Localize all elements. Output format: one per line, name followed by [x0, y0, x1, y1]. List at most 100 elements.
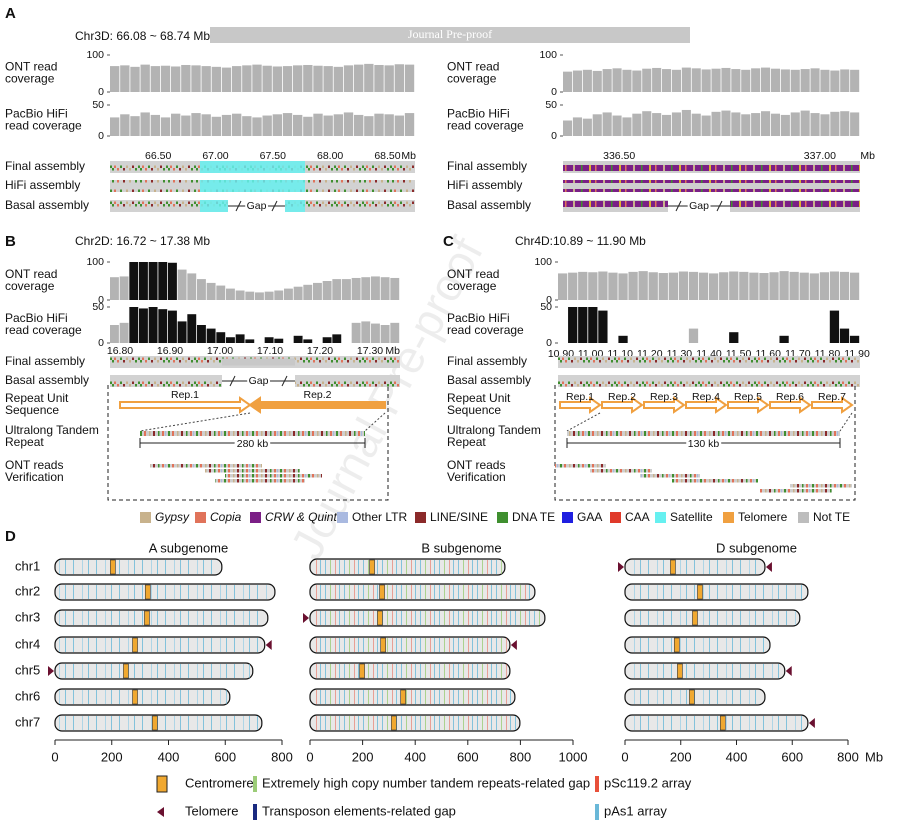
- coverage-bar: [371, 276, 380, 300]
- span-label: 280 kb: [237, 438, 269, 450]
- coverage-bar: [206, 328, 216, 343]
- assembly-track: [558, 375, 860, 387]
- telomere: [808, 718, 815, 728]
- coverage-bar: [568, 307, 578, 343]
- coverage-bar: [150, 66, 161, 92]
- satellite: [200, 180, 305, 192]
- span-label: 130 kb: [688, 438, 720, 450]
- repeat-unit: [643, 396, 686, 414]
- legend-label: CRW & Quinta: [265, 510, 344, 524]
- subgenome-title: A subgenome: [149, 540, 229, 555]
- centromere: [132, 637, 138, 653]
- coverage-bar: [274, 290, 284, 300]
- coverage-bar: [187, 273, 197, 300]
- coverage-bar: [829, 271, 840, 300]
- x-tick-label: 67.50: [260, 150, 286, 162]
- repeat-stripes: [58, 690, 227, 704]
- coverage-bar: [384, 65, 394, 92]
- track-label: ONT read: [5, 60, 57, 74]
- panel-label: A: [5, 5, 16, 22]
- section-label: Verification: [447, 470, 506, 484]
- coverage-bar: [120, 65, 130, 92]
- track-label: ONT read: [5, 267, 57, 281]
- x-tick-label: 600: [214, 749, 236, 764]
- y-tick-label: 100: [534, 256, 552, 268]
- coverage-bar: [293, 335, 303, 343]
- coverage-bar: [563, 120, 573, 136]
- repeat-unit: [685, 396, 728, 414]
- coverage-bar: [394, 115, 405, 136]
- coverage-bar: [129, 262, 139, 300]
- coverage-bar: [148, 307, 158, 343]
- legend-label: pSc119.2 array: [604, 775, 692, 790]
- coverage-bar: [780, 69, 790, 92]
- x-tick-label: 400: [404, 749, 426, 764]
- coverage-bar: [592, 114, 602, 136]
- repeat-stripes: [628, 664, 782, 678]
- x-unit: Mb: [865, 749, 883, 764]
- coverage-bar: [404, 113, 415, 136]
- coverage-bar: [701, 69, 711, 92]
- coverage-bar: [110, 66, 120, 92]
- repeat-unit: [248, 396, 386, 414]
- centromere: [380, 637, 386, 653]
- watermark: Journal Pre-proof: [408, 27, 492, 41]
- coverage-bar: [380, 277, 390, 300]
- x-tick-label: 1000: [559, 749, 588, 764]
- unit-label: Rep.1: [566, 391, 594, 403]
- coverage-bar: [245, 291, 255, 300]
- section-label: ONT reads: [5, 458, 63, 472]
- coverage-bar: [206, 282, 216, 300]
- coverage-bar: [171, 113, 181, 136]
- coverage-bar: [688, 328, 699, 343]
- coverage-bar: [351, 322, 361, 343]
- coverage-bar: [809, 273, 819, 300]
- coverage-bar: [709, 273, 719, 300]
- coverage-bar: [780, 114, 790, 136]
- repeat-stripes: [58, 611, 265, 625]
- legend-swatch: [655, 512, 666, 523]
- coverage-bar: [191, 65, 201, 92]
- x-tick-label: 17.10: [257, 345, 283, 357]
- panel-label: C: [443, 233, 454, 250]
- centromere: [674, 637, 680, 653]
- gap-slash: [675, 200, 682, 212]
- y-tick-label: 100: [539, 49, 557, 61]
- legend-label: LINE/SINE: [430, 510, 488, 524]
- coverage-bar: [741, 69, 751, 92]
- repeat-stripes: [628, 638, 767, 652]
- repeat-stripes: [628, 585, 805, 599]
- row-label: Basal assembly: [5, 198, 89, 212]
- section-label: Verification: [5, 470, 64, 484]
- tandem-repeat: [140, 431, 365, 436]
- track-label: PacBio HiFi: [5, 311, 68, 325]
- ont-read: [760, 489, 832, 493]
- legend-swatch: [157, 807, 164, 817]
- repeat-stripes: [313, 690, 512, 704]
- x-tick-label: 800: [837, 749, 859, 764]
- coverage-bar: [354, 64, 364, 92]
- x-tick-label: 66.50: [145, 150, 171, 162]
- legend-swatch: [610, 512, 621, 523]
- coverage-bar: [139, 308, 148, 343]
- coverage-bar: [262, 65, 272, 92]
- coverage-bar: [729, 271, 739, 300]
- coverage-bar: [262, 115, 272, 136]
- x-tick-label: 17.00: [207, 345, 233, 357]
- legend-label: Satellite: [670, 510, 713, 524]
- legend-swatch: [595, 804, 599, 820]
- coverage-bar: [252, 64, 262, 92]
- y-tick-label: 50: [545, 99, 557, 111]
- centromere: [152, 715, 158, 731]
- coverage-bar: [632, 113, 642, 136]
- coverage-bar: [622, 69, 632, 92]
- row-label: Final assembly: [447, 159, 527, 173]
- x-tick-label: 400: [726, 749, 748, 764]
- guide: [566, 412, 601, 432]
- coverage-bar: [578, 271, 588, 300]
- coverage-bar: [761, 111, 771, 136]
- coverage-bar: [572, 70, 583, 92]
- coverage-bar: [171, 66, 181, 92]
- coverage-bar: [150, 114, 161, 136]
- coverage-bar: [390, 277, 400, 300]
